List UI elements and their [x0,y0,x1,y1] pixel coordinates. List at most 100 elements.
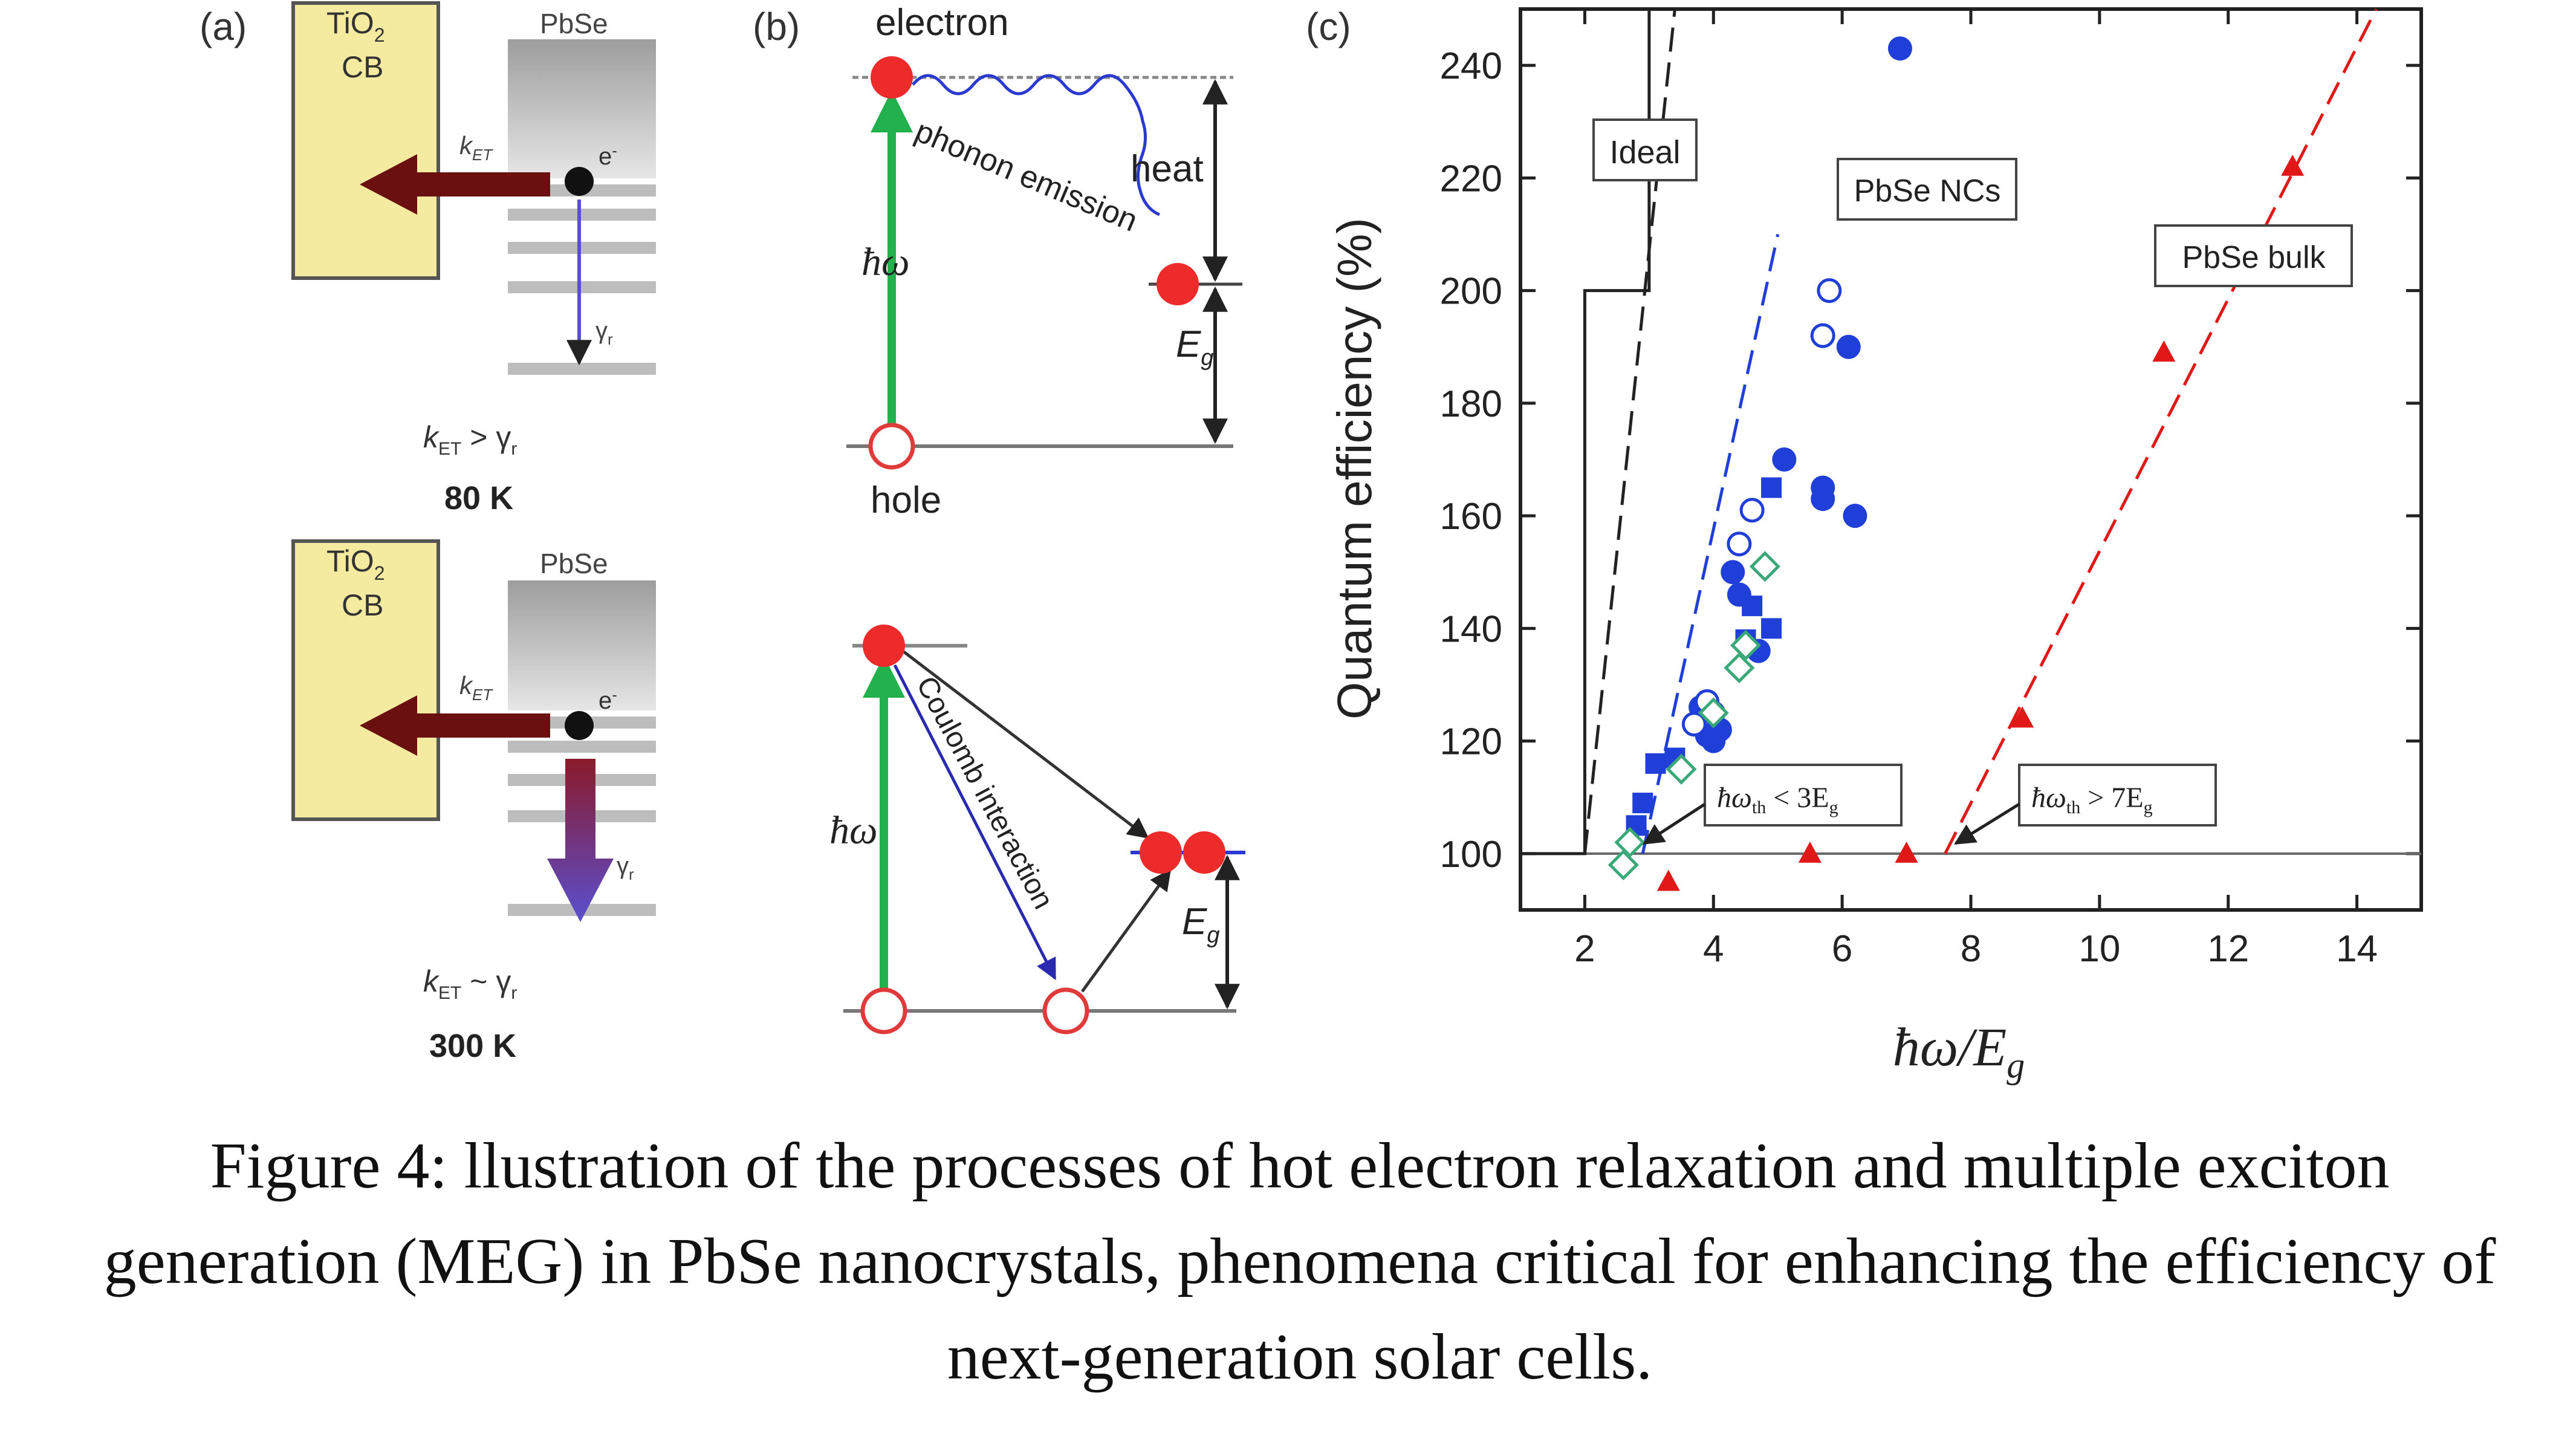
y-tick-label: 220 [1440,158,1502,200]
caption-text: Figure 4: llustration of the processes o… [103,1130,2496,1393]
panel-a: (a) TiO2 CB PbSe kET e- γr kET > γr 80 K [200,1,656,1064]
pbse-bulk-annotation: PbSe bulk [2154,224,2353,287]
figure-caption: Figure 4: llustration of the processes o… [67,1119,2533,1405]
k-et-label-top: kET [459,131,493,164]
relaxed-electron-dot [1157,263,1199,305]
electron-dot-top [565,167,594,196]
gamma-label-top: γr [595,317,613,348]
tio2-cb-label-bottom: CB [342,588,383,622]
y-tick-label: 200 [1440,271,1502,313]
tio2-block-bottom [291,539,440,821]
nc-point-square [1761,477,1782,498]
nc-point-square [1761,618,1782,639]
nc-point-filled-circle [1836,334,1861,359]
panel-a-label: (a) [200,5,247,48]
pbse-levels-top [508,184,656,375]
nc-point-diamond [1666,753,1697,785]
data-points [1608,36,2305,891]
bulk-point-triangle [2152,340,2176,362]
bulk-point-triangle [1656,869,1680,891]
meg-hole-1 [860,987,907,1034]
y-tick-label: 180 [1440,383,1502,425]
temperature-bottom: 300 K [429,1028,516,1064]
panel-a-top: TiO2 CB PbSe kET e- γr kET > γr 80 K [291,1,656,516]
phonon-emission-label: phonon emission [910,114,1143,239]
x-tick-label: 10 [2078,928,2120,970]
x-axis-label: ħω/Eg [1893,1018,2025,1085]
nc-point-open-circle [1739,498,1765,523]
pbse-block-top [508,39,656,178]
nc-point-filled-circle [1772,447,1797,472]
nc-threshold-annotation: ħωth < 3Eg [1643,764,1903,845]
eg-label-bottom: Eg [1182,901,1220,948]
y-axis-label: Quantum efficiency (%) [1328,218,1381,719]
relation-top: kET > γr [423,420,517,459]
bulk-point-triangle [1798,841,1822,863]
tio2-label-top: TiO2 [326,6,384,46]
ideal-step-line [1520,9,1651,856]
electron-text: electron [875,2,1009,44]
x-tick-label: 14 [2336,928,2378,970]
tio2-cb-label-top: CB [342,50,383,84]
nc-point-square [1632,793,1653,814]
nc-point-open-circle [1817,278,1842,304]
y-tick-label: 100 [1440,834,1502,875]
meg-hot-electron [863,625,905,667]
tio2-block-top [291,1,440,280]
y-tick-label: 140 [1440,608,1502,650]
hole-text: hole [871,479,941,521]
nc-point-diamond [1730,629,1762,661]
y-tick-label: 160 [1440,496,1502,538]
nc-point-diamond [1724,652,1755,684]
nc-point-square [1645,753,1666,774]
panel-c: (c) Quantum efficiency (%) ħω/Eg 2 4 6 8 10 1… [1306,5,2423,1085]
k-et-arrow-top [360,154,550,215]
electron-dot-bottom [565,711,594,740]
meg-electron-1 [1140,831,1182,874]
electron-label-top: e- [599,141,617,170]
nc-point-open-circle [1727,531,1752,557]
hbar-omega-label-top: ħω [861,240,910,284]
nc-point-filled-circle [1887,36,1912,61]
axis-ticks: 2 4 6 8 10 12 14 100 120 140 160 180 200 220 240 [1440,9,2421,970]
k-et-label-bottom: kET [459,671,493,704]
ideal-annotation: Ideal [1592,119,1698,181]
nc-point-square [1742,596,1763,617]
k-et-arrow-bottom [360,695,550,756]
svg-text:PbSe NCs: PbSe NCs [1854,174,2001,209]
hole-circle-top [868,423,915,470]
temperature-top: 80 K [444,480,513,516]
x-tick-label: 4 [1703,928,1724,970]
svg-text:ħωth < 3Eg: ħωth < 3Eg [1717,782,1838,817]
panel-b-label: (b) [753,5,800,48]
nc-point-diamond [1614,827,1646,858]
bulk-point-triangle [2281,154,2305,176]
gamma-arrow-bottom [547,759,614,922]
nc-point-diamond [1698,697,1729,729]
panel-a-bottom: TiO2 CB PbSe kET e- γr kET ~ γr 300 K [291,539,656,1064]
x-tick-label: 12 [2207,928,2249,970]
x-tick-label: 2 [1574,928,1595,970]
pbse-label-bottom: PbSe [540,548,608,579]
nc-point-filled-circle [1721,560,1745,585]
bulk-fit-line [1944,8,2378,855]
relation-bottom: kET ~ γr [423,964,517,1003]
gamma-label-bottom: γr [617,853,634,883]
bulk-point-triangle [1895,841,1918,863]
figure-4: (a) TiO2 CB PbSe kET e- γr kET > γr 80 K [200,1,2423,1085]
coulomb-arrow [893,664,1057,981]
bulk-threshold-annotation: ħωth > 7Eg [1954,764,2217,845]
meg-hole-2 [1042,987,1089,1034]
hbar-omega-label-bottom: ħω [829,808,878,853]
electron-label-bottom: e- [599,686,617,714]
heat-label: heat [1131,148,1204,190]
panel-b: (b) electron hole ħω phonon emission hea… [753,2,1245,1034]
electron-to-pair-arrow [903,651,1149,839]
phonon-wave [912,74,1161,216]
meg-electron-2 [1183,831,1225,874]
x-tick-label: 6 [1832,928,1852,970]
hot-electron-relaxation: ħω phonon emission heat Eg [846,56,1242,470]
tio2-label-bottom: TiO2 [326,544,384,584]
svg-text:ħωth > 7Eg: ħωth > 7Eg [2031,782,2153,817]
hot-electron-dot [871,56,913,99]
